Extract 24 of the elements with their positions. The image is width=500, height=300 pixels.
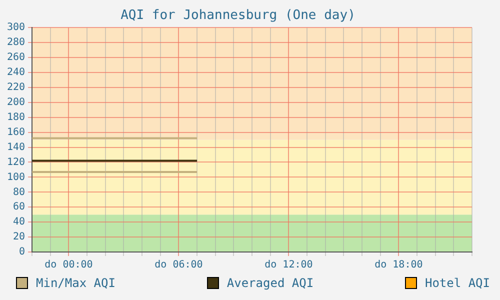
x-tick-label: do 00:00 <box>44 260 93 271</box>
y-tick-label: 60 <box>13 202 26 213</box>
y-tick-label: 180 <box>7 112 26 123</box>
y-tick-label: 40 <box>13 216 26 228</box>
legend-label: Averaged AQI <box>226 276 314 290</box>
x-tick-label: do 12:00 <box>264 260 313 271</box>
y-tick-label: 120 <box>7 156 26 168</box>
y-tick-label: 160 <box>7 126 26 138</box>
y-tick-label: 300 <box>7 22 26 34</box>
chart-title: AQI for Johannesburg (One day) <box>120 8 356 24</box>
legend-label: Min/Max AQI <box>36 276 116 290</box>
y-tick-label: 220 <box>7 82 26 94</box>
x-tick-label: do 06:00 <box>154 260 203 271</box>
y-tick-label: 80 <box>13 186 26 198</box>
y-tick-label: 20 <box>13 232 26 243</box>
y-tick-label: 0 <box>19 246 26 258</box>
y-tick-label: 200 <box>7 96 26 108</box>
x-tick-label: do 18:00 <box>374 260 423 271</box>
legend-label: Hotel AQI <box>424 276 490 290</box>
y-tick-label: 280 <box>7 37 26 48</box>
y-tick-label: 260 <box>7 52 26 64</box>
y-tick-label: 100 <box>7 172 26 183</box>
y-tick-label: 140 <box>7 142 26 153</box>
y-tick-label: 240 <box>7 67 26 78</box>
